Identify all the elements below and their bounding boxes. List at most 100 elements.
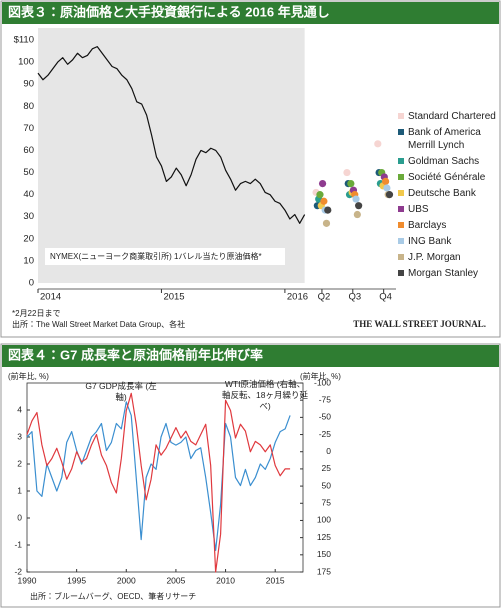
panel-frame xyxy=(0,343,501,608)
title-bar xyxy=(2,2,499,24)
y-tick-label: 80 xyxy=(23,101,34,112)
history-shade xyxy=(38,28,305,283)
data-line xyxy=(37,46,306,224)
x-tick-label: Q2 xyxy=(318,292,331,303)
forecast-dot xyxy=(324,206,332,214)
x-tick-label: 1990 xyxy=(18,575,37,585)
legend-swatch xyxy=(398,158,404,164)
x-tick-label: 2015 xyxy=(163,292,184,303)
footnote: *2月22日まで xyxy=(12,309,60,318)
forecast-dot xyxy=(353,210,361,219)
forecast-dot xyxy=(343,168,351,177)
x-tick-label: 2016 xyxy=(287,292,308,303)
forecast-dot xyxy=(322,219,331,227)
legend-item: Bank of America Merrill Lynch xyxy=(398,126,500,152)
chart-title: 図表３：原油価格と大手投資銀行による 2016 年見通し xyxy=(8,4,330,19)
source: 出所：The Wall Street Market Data Group、各社 xyxy=(12,319,185,329)
legend-item: Morgan Stanley xyxy=(398,267,500,280)
forecast-dot xyxy=(385,191,394,199)
legend-item: Goldman Sachs xyxy=(398,155,500,168)
chart-title: 図表４：G7 成長率と原油価格前年比伸び率 xyxy=(8,347,263,362)
y2-tick-label: 0 xyxy=(326,446,331,456)
legend-label: J.P. Morgan xyxy=(408,252,461,263)
y-tick-label: -2 xyxy=(14,566,22,576)
legend-swatch xyxy=(398,222,404,228)
forecast-dot xyxy=(355,202,363,210)
data-line xyxy=(26,392,291,573)
y2-tick-label: 175 xyxy=(317,566,331,576)
legend-item: UBS xyxy=(398,203,500,216)
forecast-dot xyxy=(347,179,355,188)
series-label: WTI原油価格 (右軸、軸反転、18ヶ月繰り延べ) xyxy=(222,379,308,411)
legend-label: Barclays xyxy=(408,220,447,231)
y-tick-label: 3 xyxy=(17,431,22,441)
y2-tick-label: -25 xyxy=(319,429,332,439)
plot: 0 10 20 30 40 50 60 70 80 90 100 $110 2014 2015 2016 Q2… xyxy=(14,28,396,303)
x-tick-label: 2005 xyxy=(166,575,185,585)
legend-swatch xyxy=(398,174,404,180)
legend-swatch xyxy=(398,129,404,135)
legend-label: UBS xyxy=(408,204,429,215)
x-tick-label: 2010 xyxy=(216,575,235,585)
legend-label: Société Générale xyxy=(408,172,486,183)
y-tick-label: 4 xyxy=(17,404,22,414)
legend-label: Goldman Sachs xyxy=(408,156,480,167)
y2-tick-label: -100 xyxy=(314,377,331,387)
forecast-dot xyxy=(382,177,390,185)
forecast-dot xyxy=(318,179,327,188)
legend-swatch xyxy=(398,113,404,119)
title-bar xyxy=(2,345,499,367)
annotation-box xyxy=(45,248,285,265)
legend-item: Deutsche Bank xyxy=(398,187,500,200)
y2-tick-label: 50 xyxy=(322,480,332,490)
legend-swatch xyxy=(398,254,404,260)
plot: -2 -1 0 1 2 3 4 -100 -75 -50 -25 0 25 50 75 100 125 150 17… xyxy=(14,377,331,585)
y2-tick-label: -75 xyxy=(319,394,332,404)
source: 出所：ブルームバーグ、OECD、筆者リサーチ xyxy=(30,591,196,601)
legend-label: Standard Chartered xyxy=(408,111,496,122)
legend-label: Morgan Stanley xyxy=(408,268,479,279)
y-tick-label: 2 xyxy=(17,458,22,468)
x-tick-label: 2014 xyxy=(40,292,61,303)
y-tick-label: 30 xyxy=(23,211,34,222)
y-tick-label: 50 xyxy=(23,167,34,178)
plot-frame xyxy=(26,382,304,573)
data-line xyxy=(26,401,291,551)
legend-item: Société Générale xyxy=(398,171,500,184)
y-tick-label: 40 xyxy=(23,189,34,200)
y-axis-label: (前年比, %) xyxy=(8,371,49,381)
x-tick-label: Q4 xyxy=(379,292,392,303)
y2-tick-label: 100 xyxy=(317,515,331,525)
forecast-dot xyxy=(316,191,324,199)
legend-label: Bank of America Merrill Lynch xyxy=(408,127,481,151)
x-tick-label: Q3 xyxy=(348,292,361,303)
series-label: G7 GDP成長率 (左軸) xyxy=(85,381,157,402)
legend-item: J.P. Morgan xyxy=(398,251,500,264)
forecast-dot xyxy=(374,140,382,148)
legend-swatch xyxy=(398,190,404,196)
x-tick-label: 2000 xyxy=(117,575,136,585)
legend-label: ING Bank xyxy=(408,236,452,247)
y-tick-label: 90 xyxy=(23,79,34,90)
forecast-dot xyxy=(352,195,360,203)
y2-tick-label: 150 xyxy=(317,549,331,559)
y2-tick-label: 25 xyxy=(322,463,332,473)
legend-item: Standard Chartered xyxy=(398,110,500,123)
x-tick-label: 2015 xyxy=(266,575,285,585)
legend-item: Barclays xyxy=(398,219,500,232)
legend-item: ING Bank xyxy=(398,235,500,248)
y2-tick-label: 125 xyxy=(317,532,331,542)
legend-label: Deutsche Bank xyxy=(408,188,476,199)
y-tick-label: 1 xyxy=(17,485,22,495)
y2-tick-label: 75 xyxy=(322,498,332,508)
y-tick-label: 100 xyxy=(18,57,34,68)
forecast-dot xyxy=(320,197,328,205)
annotation: NYMEX(ニューヨーク商業取引所) 1バレル当たり原油価格* xyxy=(50,251,262,261)
legend-swatch xyxy=(398,206,404,212)
y-tick-label: 70 xyxy=(23,123,34,134)
y-tick-label: 0 xyxy=(17,512,22,522)
x-tick-label: 1995 xyxy=(67,575,86,585)
brand: THE WALL STREET JOURNAL. xyxy=(353,319,486,329)
